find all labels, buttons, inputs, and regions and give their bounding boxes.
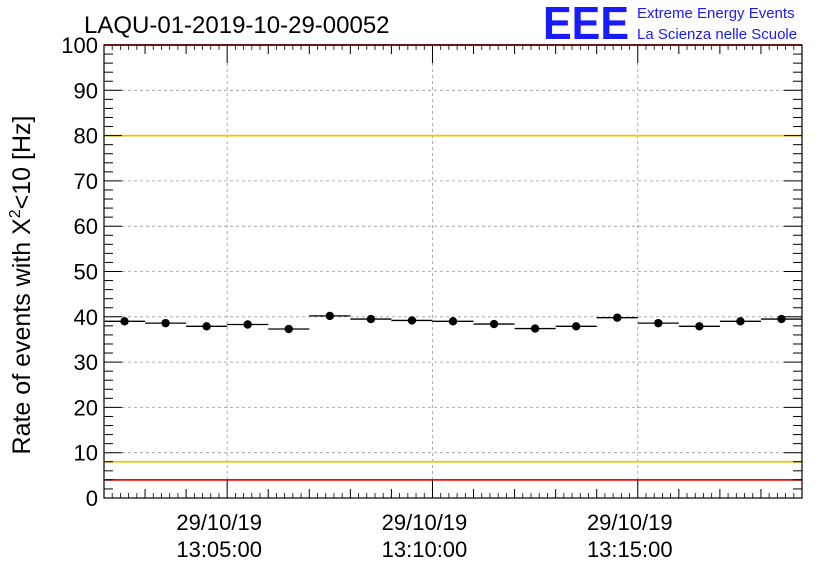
data-point — [571, 322, 581, 331]
data-point — [695, 322, 704, 331]
data-point — [448, 317, 458, 326]
data-point — [325, 311, 335, 321]
reference-lines — [104, 44, 802, 481]
data-point — [777, 314, 786, 324]
data-point — [202, 322, 211, 331]
y-tick-label: 50 — [74, 260, 98, 285]
data-point — [120, 317, 129, 326]
y-tick-label: 80 — [74, 124, 98, 149]
data-point — [489, 319, 499, 329]
logo-line-1: Extreme Energy Events — [637, 5, 795, 22]
data-point — [366, 314, 376, 324]
data-point — [613, 313, 622, 322]
data-series — [104, 311, 802, 334]
y-tick-label: 40 — [74, 305, 98, 330]
x-tick-date: 29/10/19 — [382, 510, 468, 535]
axis-ticks: 010203040506070809010029/10/1913:05:0029… — [61, 33, 803, 562]
y-tick-label: 90 — [74, 78, 98, 103]
x-tick-time: 13:05:00 — [176, 537, 262, 562]
y-tick-label: 60 — [74, 214, 98, 239]
x-tick-date: 29/10/19 — [587, 510, 673, 535]
data-point — [243, 320, 252, 329]
data-point — [530, 324, 540, 333]
data-point — [161, 318, 170, 328]
data-point — [654, 318, 663, 328]
data-point — [284, 324, 293, 334]
y-tick-label: 10 — [74, 441, 98, 466]
chart-title: LAQU-01-2019-10-29-00052 — [84, 12, 390, 39]
y-tick-label: 0 — [86, 486, 98, 511]
x-tick-date: 29/10/19 — [176, 510, 262, 535]
data-point — [736, 317, 745, 326]
y-axis-label: Rate of events with X2<10 [Hz] — [7, 116, 36, 455]
eee-logo: EEE Extreme Energy Events La Scienza nel… — [543, 0, 797, 49]
y-tick-label: 30 — [74, 350, 98, 375]
y-tick-label: 100 — [61, 33, 98, 58]
x-tick-time: 13:10:00 — [382, 537, 468, 562]
grid — [104, 45, 802, 498]
y-tick-label: 70 — [74, 169, 98, 194]
logo-mark: EEE — [543, 0, 629, 49]
logo-line-2: La Scienza nelle Scuole — [637, 26, 797, 43]
y-tick-label: 20 — [74, 395, 98, 420]
x-tick-time: 13:15:00 — [587, 537, 673, 562]
data-point — [407, 316, 417, 325]
